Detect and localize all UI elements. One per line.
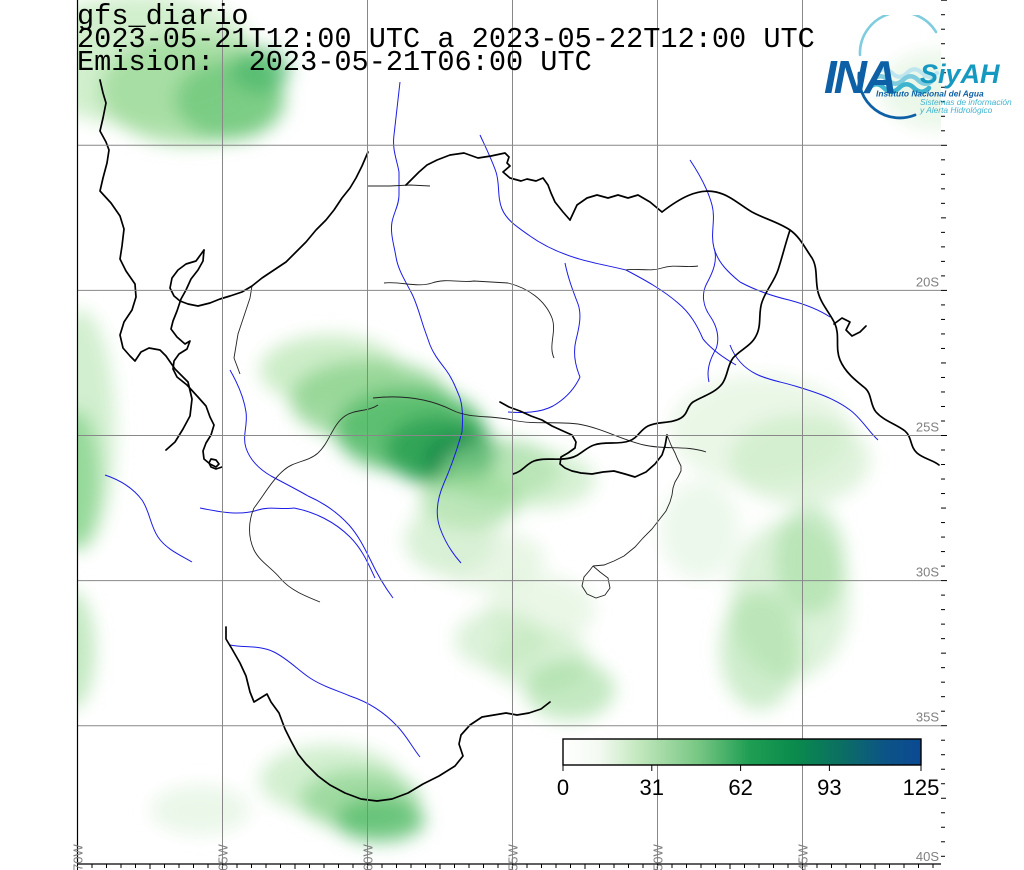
svg-text:60W: 60W [361,844,376,870]
svg-text:55W: 55W [506,844,521,870]
svg-text:70W: 70W [71,844,86,870]
svg-text:30S: 30S [916,565,939,580]
svg-text:93: 93 [817,775,841,800]
svg-text:31: 31 [640,775,664,800]
svg-text:125: 125 [903,775,940,800]
svg-text:45W: 45W [796,844,811,870]
svg-text:25S: 25S [916,420,939,435]
svg-text:62: 62 [728,775,752,800]
svg-text:y Alerta Hidrológico: y Alerta Hidrológico [919,105,993,115]
svg-text:20S: 20S [916,275,939,290]
svg-text:35S: 35S [916,710,939,725]
svg-text:SiyAH: SiyAH [920,59,1000,89]
svg-text:50W: 50W [651,844,666,870]
svg-text:40S: 40S [916,849,939,864]
svg-text:0: 0 [557,775,569,800]
svg-text:65W: 65W [216,844,231,870]
